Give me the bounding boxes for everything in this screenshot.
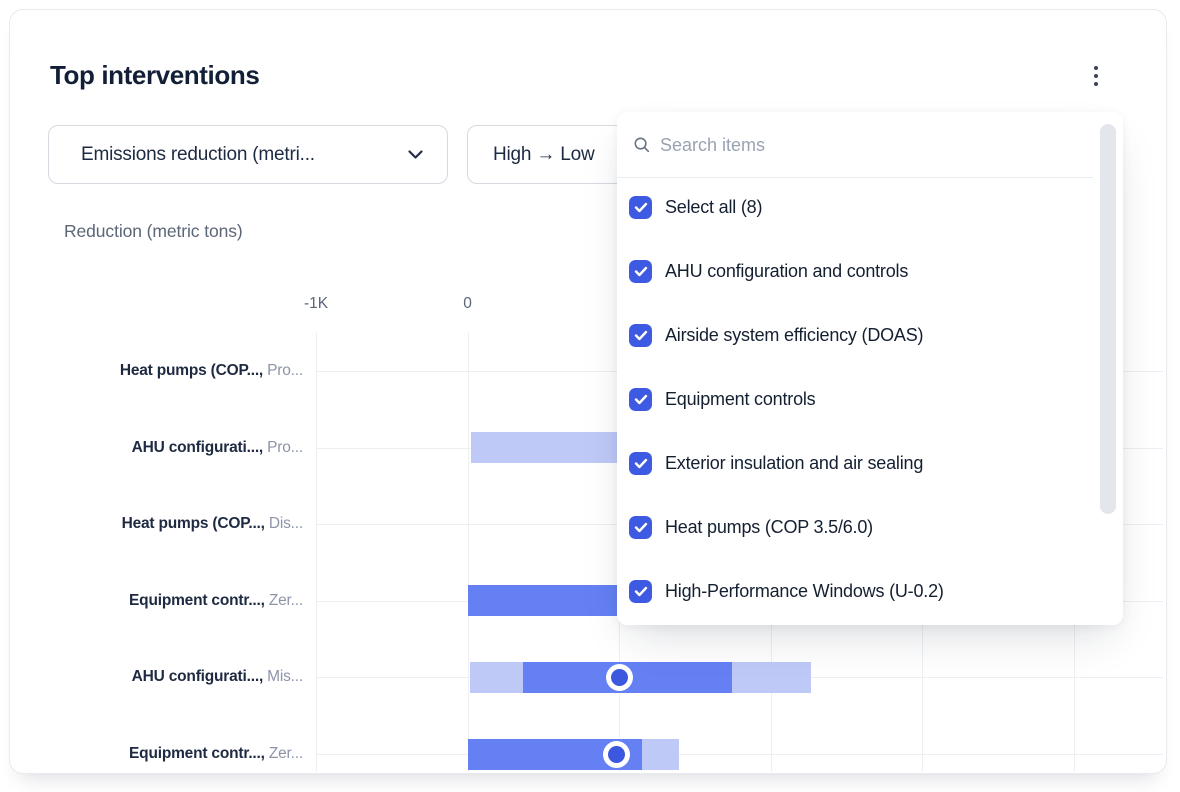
y-axis-label: Equipment contr..., Zer... bbox=[40, 745, 303, 763]
bar-segment-light[interactable] bbox=[641, 738, 679, 770]
x-axis-tick: 0 bbox=[463, 295, 472, 312]
search-input[interactable] bbox=[658, 125, 1052, 165]
checkbox-checked-icon[interactable] bbox=[629, 259, 652, 283]
y-label-secondary: Pro... bbox=[263, 362, 303, 379]
bar-segment-light[interactable] bbox=[469, 661, 523, 693]
y-label-secondary: Dis... bbox=[264, 515, 303, 533]
checkbox-item[interactable]: Exterior insulation and air sealing bbox=[629, 441, 1091, 485]
search-icon bbox=[634, 137, 650, 153]
y-axis-label: Heat pumps (COP..., Dis... bbox=[40, 515, 304, 533]
checkbox-checked-icon[interactable] bbox=[629, 195, 652, 219]
checkbox-checked-icon[interactable] bbox=[629, 515, 652, 539]
y-label-primary: AHU configurati..., bbox=[131, 438, 264, 456]
chart-axis-title: Reduction (metric tons) bbox=[64, 221, 243, 241]
y-label-secondary: Pro... bbox=[263, 438, 303, 456]
checkbox-checked-icon[interactable] bbox=[629, 579, 652, 603]
y-label-primary: Heat pumps (COP..., bbox=[119, 362, 264, 379]
checkbox-checked-icon[interactable] bbox=[629, 323, 652, 347]
median-marker bbox=[605, 663, 633, 691]
x-axis-tick: -1K bbox=[303, 295, 329, 312]
checkbox-checked-icon[interactable] bbox=[629, 451, 652, 475]
y-label-secondary: Zer... bbox=[264, 591, 303, 609]
y-label-primary: AHU configurati..., bbox=[131, 668, 264, 686]
gridline-vertical bbox=[467, 333, 469, 772]
checkbox-item-label: Heat pumps (COP 3.5/6.0) bbox=[665, 516, 873, 537]
y-label-secondary: Zer... bbox=[264, 745, 303, 762]
checkbox-checked-icon[interactable] bbox=[629, 387, 652, 411]
search-row bbox=[617, 112, 1123, 177]
checkbox-item-label: Airside system efficiency (DOAS) bbox=[665, 324, 924, 345]
checkbox-item[interactable]: High-Performance Windows (U-0.2) bbox=[629, 569, 1091, 613]
gridline-vertical bbox=[316, 333, 317, 772]
checkbox-item-label: Exterior insulation and air sealing bbox=[665, 452, 924, 473]
gridline-horizontal bbox=[316, 754, 1163, 755]
metric-dropdown-value: Emissions reduction (metri... bbox=[81, 143, 315, 165]
sort-dropdown-value: High → Low bbox=[493, 143, 595, 165]
y-axis-label: AHU configurati..., Pro... bbox=[40, 438, 304, 457]
checkbox-item[interactable]: Select all (8) bbox=[629, 185, 1091, 229]
checkbox-item[interactable]: Equipment controls bbox=[629, 377, 1091, 421]
checkbox-item-label: Equipment controls bbox=[665, 388, 816, 409]
metric-dropdown[interactable]: Emissions reduction (metri... bbox=[48, 125, 448, 184]
kebab-menu-icon[interactable] bbox=[1087, 62, 1105, 90]
page-title: Top interventions bbox=[50, 60, 260, 90]
y-axis-label: Equipment contr..., Zer... bbox=[40, 592, 303, 610]
items-dropdown-panel: Select all (8) AHU configuration and cont… bbox=[617, 112, 1123, 625]
checkbox-item[interactable]: Heat pumps (COP 3.5/6.0) bbox=[629, 505, 1091, 549]
checkbox-item[interactable]: AHU configuration and controls bbox=[629, 249, 1091, 293]
checkbox-item-label: AHU configuration and controls bbox=[665, 260, 909, 281]
checkbox-item[interactable]: Airside system efficiency (DOAS) bbox=[629, 313, 1091, 357]
chevron-down-icon bbox=[408, 150, 423, 159]
checkbox-item-label: High-Performance Windows (U-0.2) bbox=[665, 580, 944, 601]
checkbox-item-label: Select all (8) bbox=[665, 196, 763, 217]
divider bbox=[617, 177, 1093, 178]
scrollbar-thumb[interactable] bbox=[1100, 124, 1116, 514]
bar-segment-light[interactable] bbox=[731, 661, 811, 693]
y-label-primary: Equipment contr..., bbox=[129, 745, 265, 762]
y-label-primary: Heat pumps (COP..., bbox=[121, 515, 265, 533]
y-label-secondary: Mis... bbox=[263, 668, 303, 686]
y-axis-label: Heat pumps (COP..., Pro... bbox=[40, 362, 303, 380]
y-label-primary: Equipment contr..., bbox=[129, 591, 265, 609]
median-marker bbox=[603, 740, 631, 768]
y-axis-label: AHU configurati..., Mis... bbox=[40, 668, 304, 686]
